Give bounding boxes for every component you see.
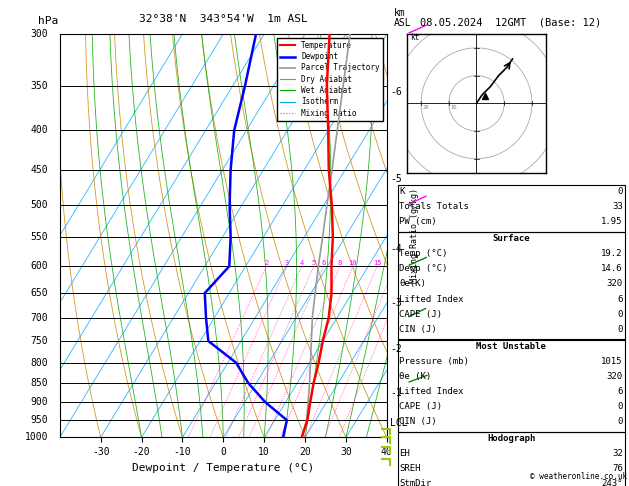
Text: -3: -3 [390, 298, 402, 308]
Text: PW (cm): PW (cm) [399, 217, 437, 226]
Text: 450: 450 [31, 165, 48, 175]
Text: 14.6: 14.6 [601, 264, 623, 274]
Text: kt: kt [410, 33, 420, 42]
Text: 10: 10 [450, 105, 457, 110]
Text: 19.2: 19.2 [601, 249, 623, 259]
Text: 0: 0 [617, 310, 623, 319]
Text: 2: 2 [264, 260, 269, 266]
Text: -5: -5 [390, 174, 402, 184]
Text: 750: 750 [31, 336, 48, 346]
Text: 0: 0 [617, 402, 623, 411]
Text: 6: 6 [321, 260, 326, 266]
Text: 900: 900 [31, 397, 48, 407]
Text: km
ASL: km ASL [393, 8, 411, 28]
Text: Temp (°C): Temp (°C) [399, 249, 448, 259]
Text: -4: -4 [390, 244, 402, 254]
Text: LCL: LCL [390, 418, 408, 428]
Text: hPa: hPa [38, 16, 58, 26]
Text: Dewp (°C): Dewp (°C) [399, 264, 448, 274]
Text: Pressure (mb): Pressure (mb) [399, 357, 469, 366]
Text: 0: 0 [617, 325, 623, 334]
Text: 800: 800 [31, 358, 48, 367]
X-axis label: Dewpoint / Temperature (°C): Dewpoint / Temperature (°C) [132, 463, 314, 473]
Text: Hodograph: Hodograph [487, 434, 535, 443]
Text: 6: 6 [617, 295, 623, 304]
Text: 1015: 1015 [601, 357, 623, 366]
Text: 500: 500 [31, 200, 48, 210]
Text: © weatheronline.co.uk: © weatheronline.co.uk [530, 472, 627, 481]
Text: SREH: SREH [399, 464, 421, 473]
Text: 550: 550 [31, 232, 48, 242]
Text: 950: 950 [31, 415, 48, 425]
Text: 700: 700 [31, 313, 48, 323]
Text: CAPE (J): CAPE (J) [399, 310, 442, 319]
Text: StmDir: StmDir [399, 479, 431, 486]
Text: 3: 3 [284, 260, 289, 266]
Text: 320: 320 [606, 279, 623, 289]
Text: Surface: Surface [493, 234, 530, 243]
Text: 5: 5 [311, 260, 316, 266]
Text: 08.05.2024  12GMT  (Base: 12): 08.05.2024 12GMT (Base: 12) [420, 17, 601, 27]
Text: CAPE (J): CAPE (J) [399, 402, 442, 411]
Text: -1: -1 [390, 388, 402, 399]
Text: CIN (J): CIN (J) [399, 325, 437, 334]
Text: 32: 32 [612, 449, 623, 458]
Text: 650: 650 [31, 288, 48, 298]
Text: 1000: 1000 [25, 433, 48, 442]
Text: Lifted Index: Lifted Index [399, 387, 464, 396]
Text: 320: 320 [606, 372, 623, 381]
Text: 243°: 243° [601, 479, 623, 486]
Text: Mixing Ratio (g/kg): Mixing Ratio (g/kg) [410, 188, 419, 283]
Text: 4: 4 [299, 260, 304, 266]
Text: 32°38'N  343°54'W  1m ASL: 32°38'N 343°54'W 1m ASL [139, 14, 308, 24]
Text: -6: -6 [390, 87, 402, 97]
Text: 850: 850 [31, 378, 48, 388]
Text: 10: 10 [348, 260, 357, 266]
Text: 20: 20 [423, 105, 429, 110]
Text: 76: 76 [612, 464, 623, 473]
Text: K: K [399, 187, 405, 196]
Text: 6: 6 [617, 387, 623, 396]
Text: 1.95: 1.95 [601, 217, 623, 226]
Text: 0: 0 [617, 417, 623, 426]
Text: EH: EH [399, 449, 410, 458]
Text: CIN (J): CIN (J) [399, 417, 437, 426]
Text: 400: 400 [31, 125, 48, 136]
Text: 600: 600 [31, 261, 48, 271]
Text: 350: 350 [31, 81, 48, 91]
Text: -2: -2 [390, 345, 402, 354]
Text: θe(K): θe(K) [399, 279, 426, 289]
Text: Lifted Index: Lifted Index [399, 295, 464, 304]
Legend: Temperature, Dewpoint, Parcel Trajectory, Dry Adiabat, Wet Adiabat, Isotherm, Mi: Temperature, Dewpoint, Parcel Trajectory… [277, 38, 383, 121]
Text: 15: 15 [373, 260, 381, 266]
Text: Most Unstable: Most Unstable [476, 342, 546, 351]
Text: 8: 8 [338, 260, 342, 266]
Text: 300: 300 [31, 29, 48, 39]
Text: θe (K): θe (K) [399, 372, 431, 381]
Text: 33: 33 [612, 202, 623, 211]
Text: Totals Totals: Totals Totals [399, 202, 469, 211]
Text: 0: 0 [617, 187, 623, 196]
